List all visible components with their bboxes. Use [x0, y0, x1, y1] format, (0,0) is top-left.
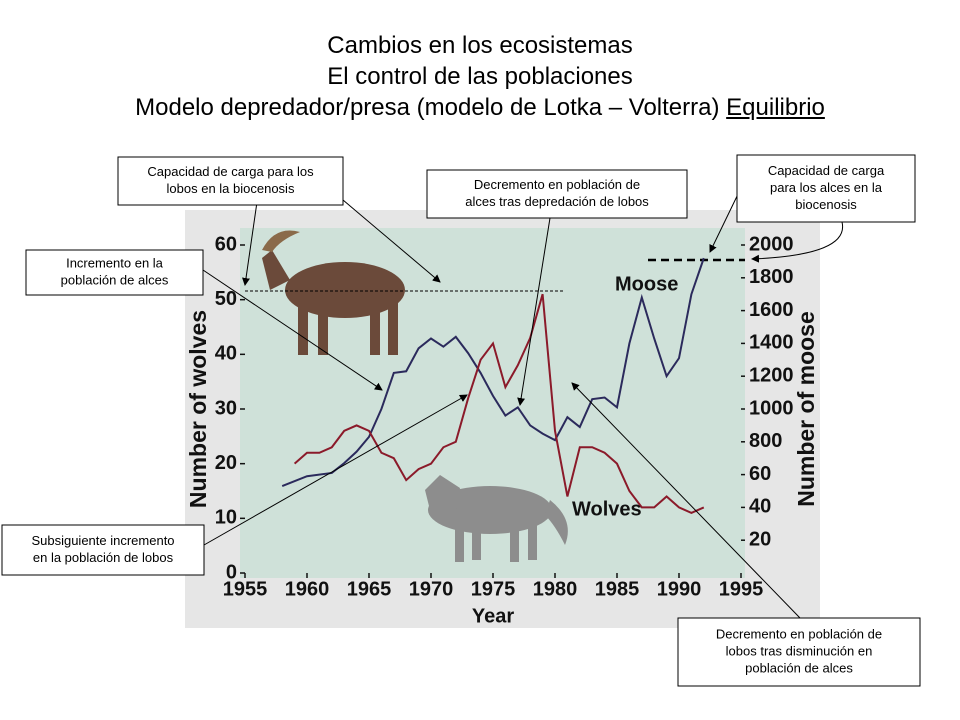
callout-text: Capacidad de carga para los	[147, 164, 314, 179]
callout-arrow	[571, 382, 801, 619]
y-axis-label: Number of wolves	[185, 310, 211, 508]
y-tick-label: 50	[215, 288, 237, 310]
slide-title: Cambios en los ecosistemas El control de…	[0, 30, 960, 123]
title-link: Equilibrio	[726, 94, 825, 121]
x-axis-label: Year	[472, 605, 514, 627]
series-label: Wolves	[572, 498, 642, 520]
y-tick-label: 0	[226, 561, 237, 583]
y-tick-label: 20	[215, 452, 237, 474]
series-label: Moose	[615, 273, 678, 295]
callout-text: Capacidad de carga	[768, 163, 885, 178]
callout-arrow	[751, 221, 844, 263]
x-tick-label: 1990	[657, 578, 702, 600]
title-line: El control de las poblaciones	[327, 63, 633, 90]
callout-text: en la población de lobos	[33, 550, 174, 565]
y2-tick-label: 1200	[749, 364, 794, 386]
callout-text: lobos en la biocenosis	[167, 181, 295, 196]
x-tick-label: 1965	[347, 578, 392, 600]
callout-box	[677, 617, 921, 687]
title-line: Cambios en los ecosistemas	[327, 32, 633, 59]
y-tick-label: 40	[215, 343, 237, 365]
y-tick-label: 30	[215, 397, 237, 419]
title-text: Modelo depredador/presa (modelo de Lotka…	[135, 94, 720, 121]
callout-box	[1, 524, 205, 576]
x-tick-label: 1955	[223, 578, 268, 600]
callout-arrow	[203, 394, 468, 546]
x-tick-label: 1960	[285, 578, 330, 600]
series-line	[281, 257, 705, 488]
callout-text: biocenosis	[795, 197, 857, 212]
callout-text: población de alces	[61, 272, 169, 287]
y2-tick-label: 2000	[749, 233, 794, 255]
callout-text: población de alces	[745, 660, 853, 675]
y2-tick-label: 1000	[749, 397, 794, 419]
callout-box	[25, 249, 204, 296]
series-line	[293, 293, 705, 514]
y2-tick-label: 1800	[749, 266, 794, 288]
y-tick-label: 60	[215, 233, 237, 255]
callout-arrow	[709, 189, 741, 253]
callout-text: para los alces en la	[770, 180, 883, 195]
callout-text: Decremento en población de	[474, 177, 640, 192]
y2-tick-label: 800	[749, 430, 782, 452]
y2-tick-label: 40	[749, 496, 771, 518]
callout-text: Decremento en población de	[716, 626, 882, 641]
callout-arrow	[517, 217, 551, 406]
y2-tick-label: 1600	[749, 299, 794, 321]
moose-illustration	[262, 230, 405, 355]
x-tick-label: 1995	[719, 578, 764, 600]
callout-box	[117, 156, 344, 206]
y-tick-label: 10	[215, 507, 237, 529]
x-tick-label: 1975	[471, 578, 516, 600]
callout-text: alces tras depredación de lobos	[465, 194, 649, 209]
callout-arrow	[202, 269, 383, 391]
x-tick-label: 1980	[533, 578, 578, 600]
title-line: Modelo depredador/presa (modelo de Lotka…	[0, 92, 960, 123]
y2-axis-label: Number of moose	[793, 311, 819, 507]
callout-text: Incremento en la	[66, 255, 164, 270]
callout-text: Subsiguiente incremento	[31, 533, 174, 548]
x-tick-label: 1985	[595, 578, 640, 600]
callout-box	[736, 154, 916, 223]
callout-box	[426, 169, 688, 219]
callout-arrow	[242, 194, 259, 286]
callout-arrow	[342, 199, 441, 283]
y2-tick-label: 1400	[749, 332, 794, 354]
y2-tick-label: 20	[749, 528, 771, 550]
x-tick-label: 1970	[409, 578, 454, 600]
callout-text: lobos tras disminución en	[726, 643, 873, 658]
wolf-illustration	[425, 475, 568, 562]
y2-tick-label: 60	[749, 463, 771, 485]
